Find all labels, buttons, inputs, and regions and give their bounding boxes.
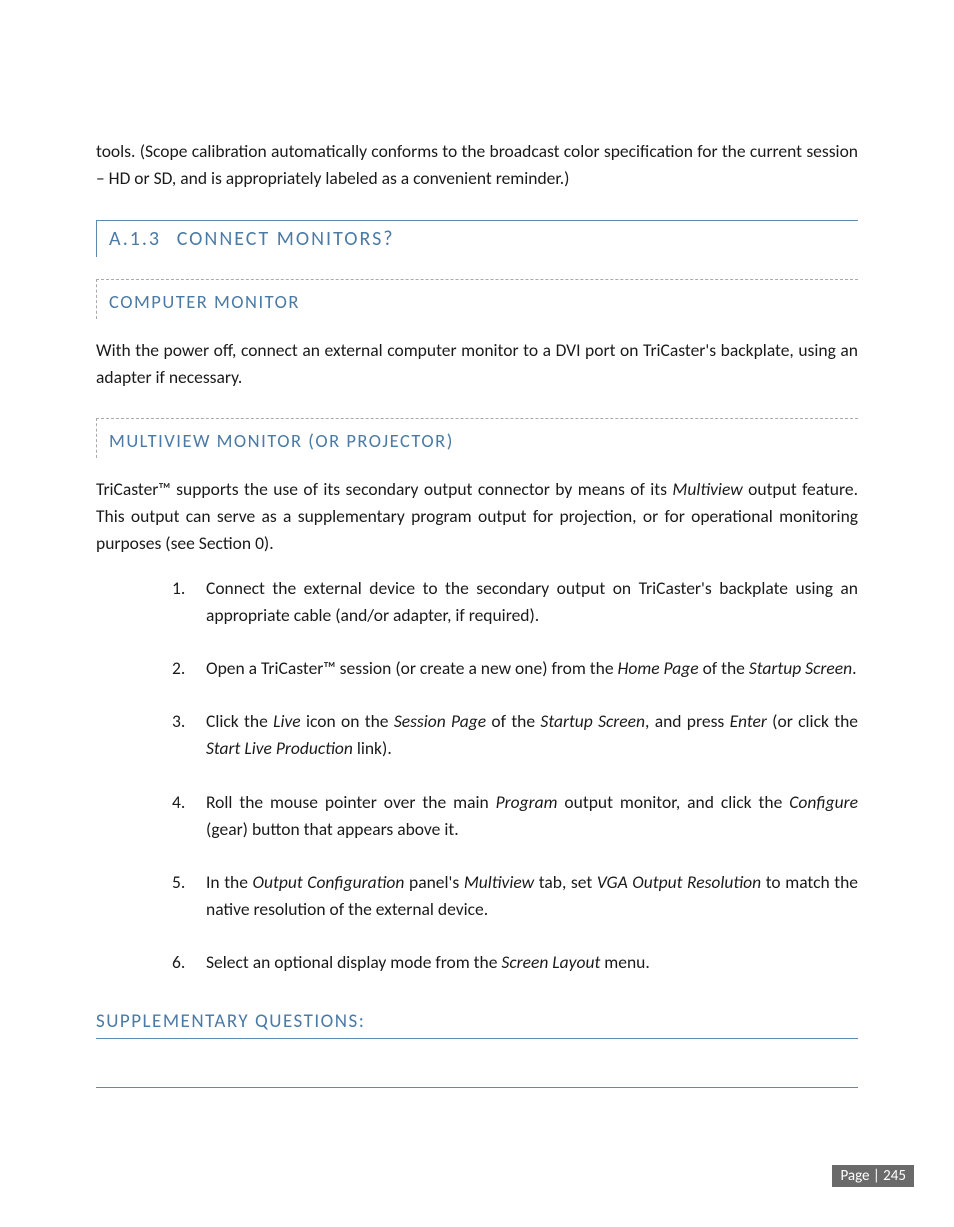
list-item: 3.Click the Live icon on the Session Pag… <box>172 708 858 762</box>
text-fragment: output monitor, and click the <box>557 791 789 813</box>
text-fragment: (gear) button that appears above it. <box>206 818 459 840</box>
list-item: 6.Select an optional display mode from t… <box>172 949 858 976</box>
list-item: 1.Connect the external device to the sec… <box>172 575 858 629</box>
text-fragment: of the <box>486 710 540 732</box>
multiview-paragraph: TriCaster™ supports the use of its secon… <box>96 476 858 557</box>
text-fragment: , and press <box>645 710 730 732</box>
italic-term: Output Configuration <box>253 871 405 893</box>
list-number: 3. <box>172 708 206 762</box>
italic-term: Startup Screen <box>749 657 852 679</box>
list-item-text: Connect the external device to the secon… <box>206 575 858 629</box>
list-number: 1. <box>172 575 206 629</box>
italic-term: Startup Screen <box>540 710 645 732</box>
subsection-heading-multiview-monitor: MULTIVIEW MONITOR (OR PROJECTOR) <box>96 418 858 458</box>
subsection-heading-computer-monitor: COMPUTER MONITOR <box>96 279 858 319</box>
list-number: 6. <box>172 949 206 976</box>
text-fragment: tab, set <box>534 871 597 893</box>
section-heading: A.1.3 CONNECT MONITORS? <box>96 220 858 257</box>
list-item-text: Open a TriCaster™ session (or create a n… <box>206 655 857 682</box>
section-title: CONNECT MONITORS? <box>177 227 395 251</box>
list-item: 5.In the Output Configuration panel's Mu… <box>172 869 858 923</box>
text-fragment: Roll the mouse pointer over the main <box>206 791 496 813</box>
text-fragment: . <box>852 657 856 679</box>
text-fragment: icon on the <box>301 710 394 732</box>
text-fragment: Open a TriCaster™ session (or create a n… <box>206 657 618 679</box>
italic-term: Configure <box>789 791 858 813</box>
text-fragment: of the <box>699 657 749 679</box>
supplementary-questions-heading: SUPPLEMENTARY QUESTIONS: <box>96 1010 858 1039</box>
list-item-text: Click the Live icon on the Session Page … <box>206 708 858 762</box>
italic-term: Home Page <box>618 657 699 679</box>
numbered-list: 1.Connect the external device to the sec… <box>96 575 858 976</box>
text-fragment: panel's <box>404 871 463 893</box>
italic-term: Multiview <box>672 478 742 500</box>
text-fragment: Connect the external device to the secon… <box>206 577 858 626</box>
text-fragment: (or click the <box>767 710 858 732</box>
footer-rule <box>96 1087 858 1088</box>
list-number: 2. <box>172 655 206 682</box>
list-item: 4.Roll the mouse pointer over the main P… <box>172 789 858 843</box>
document-page: tools. (Scope calibration automatically … <box>0 0 954 1227</box>
computer-monitor-paragraph: With the power off, connect an external … <box>96 337 858 391</box>
list-item-text: Select an optional display mode from the… <box>206 949 650 976</box>
list-item: 2.Open a TriCaster™ session (or create a… <box>172 655 858 682</box>
text-fragment: Select an optional display mode from the <box>206 951 501 973</box>
italic-term: Multiview <box>464 871 534 893</box>
italic-term: Enter <box>730 710 767 732</box>
italic-term: Program <box>496 791 558 813</box>
subsection-title: MULTIVIEW MONITOR (OR PROJECTOR) <box>109 429 454 452</box>
italic-term: Session Page <box>394 710 486 732</box>
section-number: A.1.3 <box>109 227 161 251</box>
italic-term: Screen Layout <box>501 951 600 973</box>
intro-paragraph: tools. (Scope calibration automatically … <box>96 138 858 192</box>
list-number: 4. <box>172 789 206 843</box>
text-fragment: Click the <box>206 710 273 732</box>
text-fragment: TriCaster™ supports the use of its secon… <box>96 478 672 500</box>
list-number: 5. <box>172 869 206 923</box>
italic-term: Start Live Production <box>206 737 353 759</box>
subsection-title: COMPUTER MONITOR <box>109 290 300 313</box>
text-fragment: link). <box>353 737 392 759</box>
italic-term: VGA Output Resolution <box>597 871 761 893</box>
italic-term: Live <box>273 710 301 732</box>
text-fragment: In the <box>206 871 253 893</box>
list-item-text: In the Output Configuration panel's Mult… <box>206 869 858 923</box>
list-item-text: Roll the mouse pointer over the main Pro… <box>206 789 858 843</box>
page-number: Page | 245 <box>832 1165 914 1187</box>
text-fragment: menu. <box>600 951 649 973</box>
